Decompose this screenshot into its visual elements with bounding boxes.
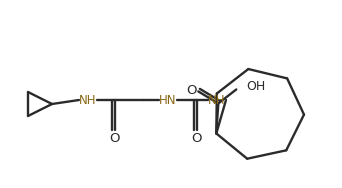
Text: NH: NH	[79, 93, 97, 106]
Text: OH: OH	[246, 80, 265, 93]
Text: O: O	[192, 133, 202, 146]
Text: NH: NH	[208, 93, 226, 106]
Text: HN: HN	[159, 93, 177, 106]
Text: O: O	[110, 133, 120, 146]
Text: O: O	[186, 84, 197, 97]
